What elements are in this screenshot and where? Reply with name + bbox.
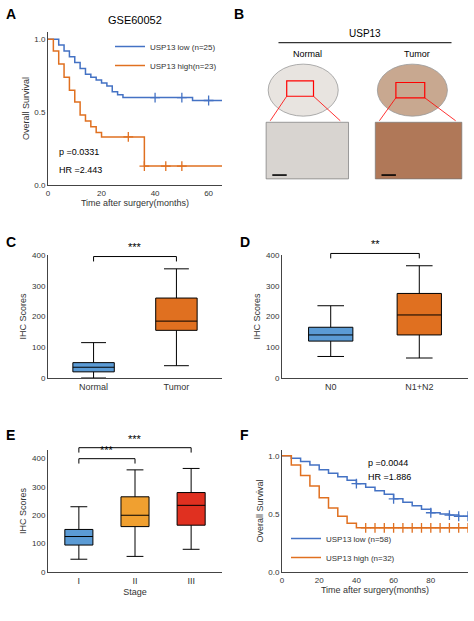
svg-text:200: 200 xyxy=(32,312,46,321)
svg-text:20: 20 xyxy=(97,189,106,198)
svg-text:B: B xyxy=(234,6,244,22)
svg-text:100: 100 xyxy=(32,539,46,548)
svg-text:Time after surgery(months): Time after surgery(months) xyxy=(81,198,189,208)
svg-text:E: E xyxy=(6,427,15,443)
svg-text:0: 0 xyxy=(280,576,285,585)
svg-text:F: F xyxy=(240,427,249,443)
svg-text:I: I xyxy=(78,576,81,586)
svg-text:Overall Survival: Overall Survival xyxy=(21,77,31,140)
svg-text:USP13 low (n=58): USP13 low (n=58) xyxy=(326,535,391,544)
svg-text:USP13: USP13 xyxy=(349,28,381,39)
svg-text:USP13 high (n=32): USP13 high (n=32) xyxy=(326,554,395,563)
svg-text:40: 40 xyxy=(352,576,361,585)
svg-text:200: 200 xyxy=(266,312,280,321)
svg-text:HR =2.443: HR =2.443 xyxy=(59,165,102,175)
svg-text:0: 0 xyxy=(41,568,46,577)
svg-text:D: D xyxy=(240,234,250,250)
svg-text:100: 100 xyxy=(266,343,280,352)
svg-text:0: 0 xyxy=(275,374,280,383)
svg-text:300: 300 xyxy=(266,282,280,291)
svg-text:0.0: 0.0 xyxy=(34,181,46,190)
svg-text:USP13 high(n=23): USP13 high(n=23) xyxy=(150,62,216,71)
svg-text:IHC Scores: IHC Scores xyxy=(252,293,262,340)
svg-text:GSE60052: GSE60052 xyxy=(108,14,162,26)
svg-text:200: 200 xyxy=(32,511,46,520)
svg-text:***: *** xyxy=(128,241,142,253)
svg-text:0: 0 xyxy=(46,189,51,198)
svg-text:300: 300 xyxy=(32,483,46,492)
svg-text:Normal: Normal xyxy=(293,49,322,59)
svg-text:**: ** xyxy=(371,238,380,250)
svg-text:IHC Scores: IHC Scores xyxy=(18,293,28,340)
svg-text:N1+N2: N1+N2 xyxy=(405,382,433,392)
svg-text:40: 40 xyxy=(151,189,160,198)
svg-text:***: *** xyxy=(100,444,114,456)
svg-text:100: 100 xyxy=(32,343,46,352)
svg-text:1.0: 1.0 xyxy=(34,35,46,44)
svg-text:Overall Survival: Overall Survival xyxy=(255,479,265,542)
svg-text:Time after surgery(months): Time after surgery(months) xyxy=(321,585,429,595)
svg-text:N0: N0 xyxy=(325,382,337,392)
svg-text:80: 80 xyxy=(426,576,435,585)
svg-text:Tumor: Tumor xyxy=(164,382,190,392)
svg-text:***: *** xyxy=(128,433,142,445)
svg-text:60: 60 xyxy=(389,576,398,585)
svg-text:0: 0 xyxy=(41,374,46,383)
svg-text:Tumor: Tumor xyxy=(404,49,430,59)
svg-text:400: 400 xyxy=(32,251,46,260)
svg-text:400: 400 xyxy=(32,454,46,463)
svg-text:C: C xyxy=(6,234,16,250)
svg-text:300: 300 xyxy=(32,282,46,291)
svg-text:USP13 low (n=25): USP13 low (n=25) xyxy=(150,43,215,52)
svg-text:0.5: 0.5 xyxy=(34,108,46,117)
svg-text:A: A xyxy=(6,6,16,22)
svg-text:HR =1.886: HR =1.886 xyxy=(368,472,411,482)
svg-text:II: II xyxy=(132,576,137,586)
svg-text:400: 400 xyxy=(266,251,280,260)
svg-text:Normal: Normal xyxy=(79,382,108,392)
svg-text:0.5: 0.5 xyxy=(268,510,280,519)
svg-text:p =0.0331: p =0.0331 xyxy=(59,147,99,157)
svg-text:20: 20 xyxy=(315,576,324,585)
svg-text:IHC Scores: IHC Scores xyxy=(18,487,28,534)
svg-text:1.0: 1.0 xyxy=(268,452,280,461)
svg-text:III: III xyxy=(187,576,195,586)
svg-text:Stage: Stage xyxy=(123,587,147,597)
svg-text:0.0: 0.0 xyxy=(268,568,280,577)
svg-text:p =0.0044: p =0.0044 xyxy=(368,458,408,468)
svg-text:60: 60 xyxy=(204,189,213,198)
